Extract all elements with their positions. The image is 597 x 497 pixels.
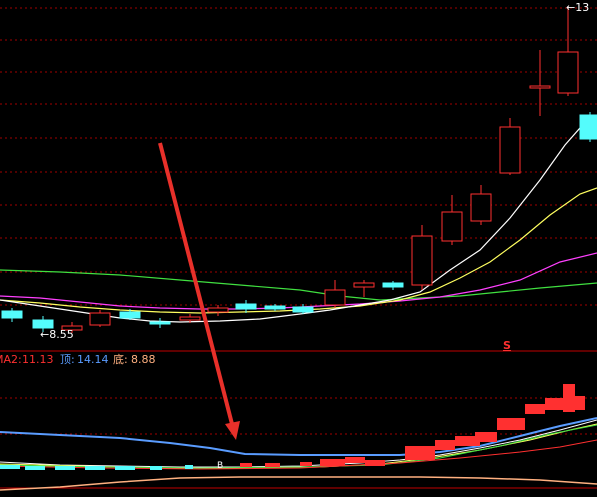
top-value: 14.14: [77, 353, 109, 366]
sub-bar: [435, 440, 455, 450]
sub-bar: [405, 446, 435, 460]
candle-body: [499, 126, 521, 174]
candle-body: [353, 282, 375, 288]
sub-bar: [300, 462, 312, 466]
candle-body: [89, 312, 111, 326]
sub-bar: [570, 396, 585, 410]
sub-green-line: [0, 424, 597, 469]
sub-bar: [365, 460, 385, 466]
sub-bar: [85, 466, 105, 470]
sub-bar: [0, 465, 20, 469]
candle-body: [207, 307, 229, 313]
sub-bar: [475, 432, 497, 442]
high-marker-value: 13: [575, 1, 590, 14]
low-marker-arrow: ←: [40, 328, 50, 341]
candle-body: [292, 306, 314, 313]
candle-body: [179, 316, 201, 321]
high-price-marker: ←13: [566, 1, 589, 14]
candle-body: [470, 193, 492, 222]
high-marker-arrow: ←: [566, 1, 576, 14]
candle-body: [149, 321, 171, 325]
bottom-label: 底:: [113, 353, 128, 366]
candle-body: [411, 235, 433, 286]
candlesticks: [1, 6, 597, 333]
candle-body: [382, 282, 404, 288]
candle-body: [557, 51, 579, 94]
sub-bar: [240, 463, 252, 467]
candle-body: [61, 325, 83, 331]
bottom-value: 8.88: [131, 353, 156, 366]
sub-bar: [55, 466, 75, 470]
sub-bar: [115, 466, 135, 470]
top-line: [0, 417, 597, 456]
sub-bar: [455, 436, 480, 446]
ma-yellow-line: [0, 187, 597, 314]
sub-bar: [525, 404, 545, 414]
candle-body: [324, 289, 346, 306]
top-label: 顶:: [60, 353, 75, 366]
sub-bar: [265, 463, 280, 467]
sub-pane-bars: [0, 384, 585, 470]
candle-body: [441, 211, 463, 242]
sub-bar: [345, 457, 365, 463]
sub-bar: [25, 466, 45, 470]
ma-green-line: [0, 269, 597, 301]
candle-body: [1, 310, 23, 319]
sub-bar: [320, 459, 345, 466]
bottom-line: [0, 476, 597, 491]
sub-bar: [545, 398, 565, 410]
candle-body: [32, 319, 54, 329]
ma2-label: MA2:: [0, 353, 22, 366]
low-price-marker: ←8.55: [40, 328, 74, 341]
sell-signal-marker: S: [503, 339, 511, 352]
ma2-value: 11.13: [22, 353, 54, 366]
sub-bar: [497, 418, 525, 430]
sub-yellow-line: [0, 423, 597, 469]
ma-magenta-line: [0, 252, 597, 310]
candle-body: [579, 114, 597, 140]
candle-body: [235, 303, 257, 310]
buy-signal-marker: B: [217, 461, 224, 471]
sub-bar: [185, 465, 193, 469]
low-marker-value: 8.55: [49, 328, 74, 341]
candle-body: [119, 311, 141, 319]
candle-body: [529, 85, 551, 89]
sub-bar: [150, 466, 162, 470]
candle-body: [264, 305, 286, 310]
arrow-annotation: [158, 142, 240, 440]
